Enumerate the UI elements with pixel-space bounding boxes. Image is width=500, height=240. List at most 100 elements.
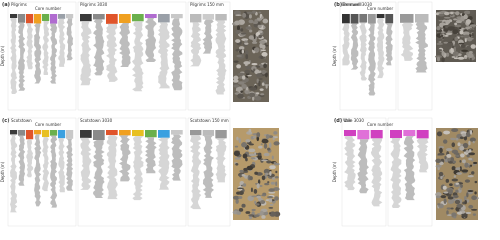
core-top bbox=[42, 130, 50, 138]
core-profile bbox=[171, 18, 183, 91]
aggregate bbox=[261, 175, 266, 181]
aggregate bbox=[470, 29, 475, 33]
aggregate bbox=[447, 214, 452, 216]
aggregate bbox=[267, 181, 270, 184]
aggregate bbox=[444, 24, 448, 30]
aggregate bbox=[443, 191, 449, 194]
core-top bbox=[58, 14, 66, 19]
subpanel-frame bbox=[77, 117, 187, 227]
axis-label: Depth (m) bbox=[0, 161, 5, 182]
panel-name: Scotstown bbox=[11, 118, 32, 123]
subpanel-frame bbox=[77, 1, 187, 111]
aggregate bbox=[255, 92, 260, 95]
legend-label: Core number bbox=[367, 122, 393, 127]
core-top bbox=[50, 130, 58, 136]
aggregate bbox=[457, 142, 461, 147]
aggregate bbox=[450, 157, 455, 162]
aggregate bbox=[437, 152, 445, 156]
aggregate bbox=[440, 176, 443, 180]
core-profile bbox=[50, 135, 58, 208]
core-profile bbox=[416, 138, 429, 173]
core-top bbox=[66, 14, 74, 19]
aggregate bbox=[261, 44, 266, 50]
core-profile bbox=[190, 135, 202, 210]
aggregate bbox=[460, 13, 463, 16]
aggregate bbox=[268, 191, 276, 194]
aggregate bbox=[454, 22, 458, 26]
aggregate bbox=[257, 24, 262, 28]
core-top bbox=[376, 14, 385, 19]
aggregate bbox=[256, 78, 259, 84]
aggregate bbox=[457, 56, 465, 60]
aggregate bbox=[469, 10, 475, 16]
core-top bbox=[190, 14, 202, 23]
aggregate bbox=[435, 195, 441, 199]
core-profile bbox=[171, 134, 183, 181]
core-top bbox=[34, 130, 42, 135]
core-top bbox=[190, 130, 202, 136]
aggregate bbox=[443, 41, 449, 44]
aggregate bbox=[469, 137, 476, 142]
aggregate bbox=[472, 213, 477, 216]
subpanel-title: Pilgrims 3030 bbox=[80, 2, 108, 7]
aggregate bbox=[263, 152, 270, 157]
aggregate bbox=[435, 192, 442, 197]
core-top bbox=[66, 130, 74, 139]
aggregate bbox=[261, 82, 265, 86]
aggregate bbox=[440, 195, 447, 199]
aggregate bbox=[443, 130, 451, 135]
aggregate bbox=[249, 29, 253, 33]
aggregate bbox=[271, 155, 274, 160]
aggregate bbox=[442, 25, 446, 29]
aggregate bbox=[238, 137, 241, 144]
aggregate bbox=[244, 89, 250, 95]
core-profile bbox=[390, 138, 402, 209]
core-profile bbox=[415, 22, 428, 73]
aggregate bbox=[269, 211, 277, 217]
aggregate bbox=[241, 38, 249, 42]
aggregate bbox=[260, 93, 265, 96]
core-top bbox=[18, 130, 26, 136]
core-top bbox=[215, 14, 227, 21]
core-profile bbox=[376, 18, 385, 79]
subpanel-frame bbox=[7, 1, 77, 111]
core-top bbox=[359, 14, 368, 23]
aggregate bbox=[443, 23, 449, 26]
aggregate bbox=[238, 195, 243, 199]
aggregate bbox=[244, 40, 248, 44]
aggregate bbox=[263, 168, 270, 175]
aggregate bbox=[266, 196, 274, 199]
aggregate bbox=[455, 34, 461, 37]
aggregate bbox=[254, 200, 257, 205]
subpanel-frame bbox=[187, 1, 231, 111]
aggregate bbox=[455, 154, 460, 157]
aggregate bbox=[460, 184, 463, 188]
aggregate bbox=[464, 195, 467, 201]
panel-name: Bremwell bbox=[343, 2, 362, 7]
aggregate bbox=[447, 196, 454, 200]
subpanel-frame bbox=[187, 117, 231, 227]
core-profile bbox=[58, 138, 65, 193]
core-top bbox=[93, 14, 105, 20]
aggregate bbox=[254, 69, 260, 75]
aggregate bbox=[443, 16, 451, 19]
aggregate bbox=[453, 18, 458, 21]
aggregate bbox=[247, 74, 252, 77]
aggregate bbox=[446, 207, 451, 210]
core-profile bbox=[132, 136, 144, 201]
core-top bbox=[132, 14, 144, 22]
aggregate bbox=[459, 27, 462, 30]
panel-letter: (a) bbox=[2, 2, 10, 8]
aggregate bbox=[252, 21, 259, 25]
panel-name: Pilgrims bbox=[11, 2, 27, 7]
aggregate bbox=[253, 34, 256, 39]
aggregate bbox=[259, 210, 264, 216]
aggregate bbox=[265, 134, 270, 140]
legend-label: Core number bbox=[367, 6, 393, 11]
aggregate bbox=[234, 145, 239, 148]
aggregate bbox=[269, 165, 276, 170]
aggregate bbox=[244, 69, 251, 74]
aggregate bbox=[459, 30, 464, 35]
aggregate bbox=[464, 200, 467, 205]
aggregate bbox=[258, 34, 262, 39]
